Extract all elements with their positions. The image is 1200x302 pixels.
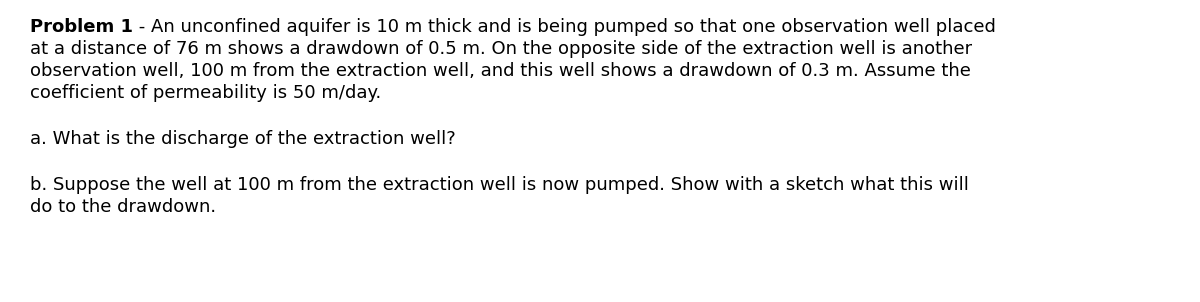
Text: do to the drawdown.: do to the drawdown.	[30, 198, 216, 216]
Text: observation well, 100 m from the extraction well, and this well shows a drawdown: observation well, 100 m from the extract…	[30, 62, 971, 80]
Text: b. Suppose the well at 100 m from the extraction well is now pumped. Show with a: b. Suppose the well at 100 m from the ex…	[30, 176, 968, 194]
Text: Problem 1: Problem 1	[30, 18, 133, 36]
Text: coefficient of permeability is 50 m/day.: coefficient of permeability is 50 m/day.	[30, 84, 382, 102]
Text: a. What is the discharge of the extraction well?: a. What is the discharge of the extracti…	[30, 130, 456, 148]
Text: - An unconfined aquifer is 10 m thick and is being pumped so that one observatio: - An unconfined aquifer is 10 m thick an…	[133, 18, 996, 36]
Text: at a distance of 76 m shows a drawdown of 0.5 m. On the opposite side of the ext: at a distance of 76 m shows a drawdown o…	[30, 40, 972, 58]
